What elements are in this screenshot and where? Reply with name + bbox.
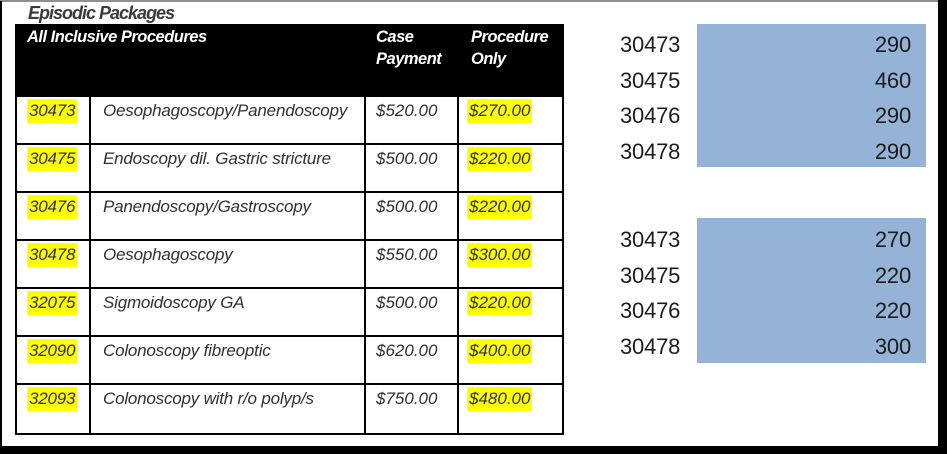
highlighted-price: $480.00 [467,387,533,411]
summary-code: 30476 [620,298,681,323]
case-payment-cell: $550.00 [364,239,460,289]
summary-fill-block-2 [697,218,926,363]
table-row: 32075 Sigmoidoscopy GA $500.00 $220.00 [15,287,565,337]
procedure-cell: Oesophagoscopy/Panendoscopy [88,95,367,145]
summary-value: 290 [874,32,911,57]
summary-value: 270 [874,227,911,252]
procedure-only-cell: $480.00 [457,383,565,435]
highlighted-code: 30473 [27,99,78,123]
summary-row: 30473 270 [620,227,911,253]
picture-border-right [938,0,947,454]
case-payment-cell: $500.00 [364,143,460,193]
procedure-cell: Sigmoidoscopy GA [88,287,367,337]
highlighted-price: $300.00 [467,243,533,267]
summary-value: 290 [874,138,911,164]
picture-border-bottom [0,446,947,454]
summary-code: 30473 [620,32,681,57]
highlighted-code: 30475 [27,147,78,171]
summary-row: 30475 460 [620,68,911,94]
table-row: 32093 Colonoscopy with r/o polyp/s $750.… [15,383,565,435]
procedure-only-cell: $270.00 [457,95,565,145]
highlighted-code: 32093 [27,387,78,411]
header-procedures: All Inclusive Procedures [14,24,367,97]
procedure-cell: Colonoscopy fibreoptic [88,335,367,385]
summary-value: 220 [874,262,911,288]
code-cell: 32075 [15,287,91,337]
procedure-cell: Colonoscopy with r/o polyp/s [88,383,367,435]
table-header-row: All Inclusive Procedures Case Payment Pr… [14,24,565,97]
summary-row: 30476 220 [620,298,911,324]
summary-code: 30475 [620,262,681,288]
summary-code: 30476 [620,103,681,128]
table-row: 30475 Endoscopy dil. Gastric stricture $… [15,143,565,193]
header-case-payment: Case Payment [364,24,460,97]
summary-value: 220 [874,298,911,323]
case-payment-cell: $750.00 [364,383,460,435]
code-cell: 30478 [15,239,91,289]
table-row: 30476 Panendoscopy/Gastroscopy $500.00 $… [15,191,565,241]
picture-border-top [0,0,938,2]
summary-row: 30478 290 [620,139,911,165]
highlighted-code: 30476 [27,195,78,219]
highlighted-price: $270.00 [467,99,533,123]
summary-value: 290 [874,103,911,128]
procedures-table: All Inclusive Procedures Case Payment Pr… [14,24,565,435]
summary-row: 30476 290 [620,103,911,129]
table-row: 30473 Oesophagoscopy/Panendoscopy $520.0… [15,95,565,145]
summary-value: 300 [874,333,911,359]
procedure-only-cell: $300.00 [457,239,565,289]
case-payment-cell: $520.00 [364,95,460,145]
code-cell: 32090 [15,335,91,385]
summary-code: 30473 [620,227,681,252]
case-payment-cell: $500.00 [364,287,460,337]
highlighted-code: 32090 [27,339,78,363]
procedure-cell: Endoscopy dil. Gastric stricture [88,143,367,193]
highlighted-price: $220.00 [467,291,533,315]
code-cell: 30476 [15,191,91,241]
summary-code: 30475 [620,67,681,93]
highlighted-price: $220.00 [467,147,533,171]
case-payment-cell: $620.00 [364,335,460,385]
picture-border-left [0,1,2,446]
procedure-only-cell: $220.00 [457,143,565,193]
summary-code: 30478 [620,138,681,164]
procedure-only-cell: $400.00 [457,335,565,385]
summary-row: 30475 220 [620,263,911,289]
table-row: 30478 Oesophagoscopy $550.00 $300.00 [15,239,565,289]
procedure-only-cell: $220.00 [457,191,565,241]
procedure-cell: Oesophagoscopy [88,239,367,289]
procedure-cell: Panendoscopy/Gastroscopy [88,191,367,241]
case-payment-cell: $500.00 [364,191,460,241]
highlighted-code: 30478 [27,243,78,267]
highlighted-code: 32075 [27,291,78,315]
page-title: Episodic Packages [28,3,175,23]
summary-code: 30478 [620,333,681,359]
code-cell: 30475 [15,143,91,193]
summary-row: 30473 290 [620,32,911,58]
summary-value: 460 [874,67,911,93]
code-cell: 30473 [15,95,91,145]
summary-row: 30478 300 [620,334,911,360]
code-cell: 32093 [15,383,91,435]
highlighted-price: $400.00 [467,339,533,363]
table-row: 32090 Colonoscopy fibreoptic $620.00 $40… [15,335,565,385]
highlighted-price: $220.00 [467,195,533,219]
summary-fill-block-1 [697,24,926,167]
procedure-only-cell: $220.00 [457,287,565,337]
header-procedure-only: Procedure Only [457,24,565,97]
